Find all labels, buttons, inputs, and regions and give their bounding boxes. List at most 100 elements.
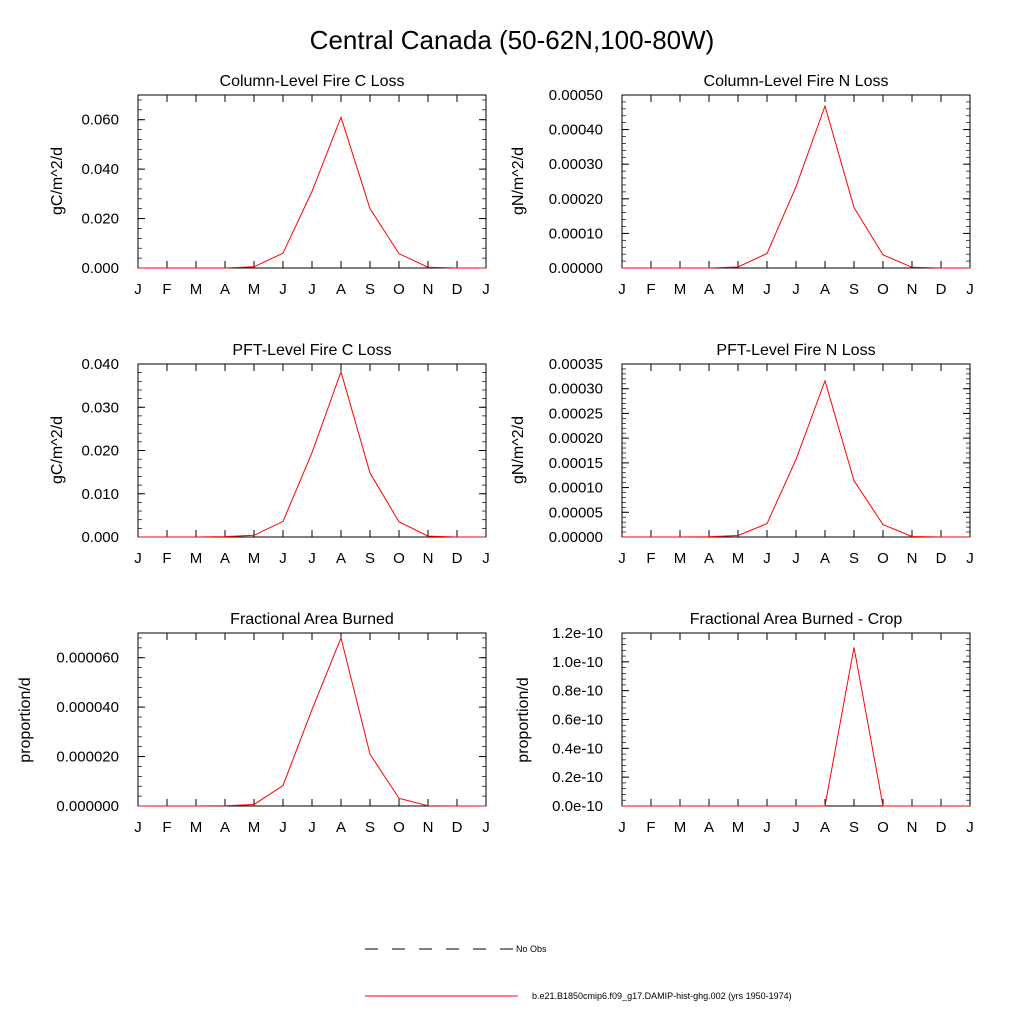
x-tick-label: J (308, 819, 316, 836)
x-tick-label: N (423, 819, 434, 836)
x-tick-label: A (704, 819, 714, 836)
x-tick-label: A (820, 550, 830, 567)
y-tick-label: 0.020 (81, 443, 119, 460)
y-tick-label: 0.040 (81, 161, 119, 178)
legend-label-model: b.e21.B1850cmip6.f09_g17.DAMIP-hist-ghg.… (532, 991, 792, 1001)
x-tick-label: J (134, 819, 142, 836)
y-tick-label: 0.0e-10 (552, 798, 603, 815)
panel-title: Column-Level Fire N Loss (704, 73, 889, 90)
y-tick-label: 0.000 (81, 260, 119, 277)
y-tick-label: 0.00020 (549, 430, 603, 447)
panel-title: Fractional Area Burned - Crop (690, 611, 903, 628)
plot-frame (621, 363, 971, 538)
x-tick-label: F (162, 550, 171, 567)
series-line (622, 647, 970, 807)
y-tick-label: 0.000000 (56, 798, 119, 815)
x-tick-label: O (877, 281, 889, 298)
y-tick-label: 0.00005 (549, 504, 603, 521)
x-tick-label: S (849, 550, 859, 567)
series-line (138, 636, 486, 807)
x-tick-label: A (820, 281, 830, 298)
x-tick-label: A (336, 550, 346, 567)
x-tick-label: D (936, 819, 947, 836)
x-tick-label: A (336, 281, 346, 298)
x-tick-label: J (966, 281, 974, 298)
y-tick-label: 0.00010 (549, 480, 603, 497)
y-tick-label: 1.0e-10 (552, 654, 603, 671)
series-line (138, 115, 486, 269)
y-tick-label: 1.2e-10 (552, 625, 603, 642)
x-tick-label: A (336, 819, 346, 836)
x-tick-label: S (365, 819, 375, 836)
x-tick-label: O (393, 550, 405, 567)
x-tick-label: J (618, 819, 626, 836)
x-tick-label: S (849, 819, 859, 836)
y-tick-label: 0.6e-10 (552, 712, 603, 729)
x-tick-label: O (393, 819, 405, 836)
x-tick-label: J (134, 550, 142, 567)
y-tick-label: 0.00025 (549, 405, 603, 422)
x-tick-label: J (279, 819, 287, 836)
x-tick-label: A (704, 550, 714, 567)
legend: No Obs b.e21.B1850cmip6.f09_g17.DAMIP-hi… (365, 944, 792, 1001)
x-tick-label: J (308, 550, 316, 567)
x-tick-label: M (248, 281, 261, 298)
x-tick-label: O (393, 281, 405, 298)
x-tick-label: S (365, 550, 375, 567)
x-tick-label: J (966, 819, 974, 836)
x-tick-label: M (248, 819, 261, 836)
x-tick-label: A (704, 281, 714, 298)
y-tick-label: 0.000040 (56, 699, 119, 716)
y-tick-label: 0.020 (81, 211, 119, 228)
x-tick-label: F (162, 819, 171, 836)
y-tick-label: 0.00015 (549, 455, 603, 472)
y-tick-label: 0.00000 (549, 260, 603, 277)
y-tick-label: 0.030 (81, 399, 119, 416)
y-tick-label: 0.00040 (549, 122, 603, 139)
panel-title: Column-Level Fire C Loss (220, 73, 405, 90)
x-tick-label: M (674, 281, 687, 298)
x-tick-label: J (618, 550, 626, 567)
x-tick-label: F (646, 281, 655, 298)
y-tick-label: 0.060 (81, 112, 119, 129)
x-tick-label: D (452, 281, 463, 298)
plot-frame (137, 363, 487, 538)
y-tick-label: 0.000 (81, 529, 119, 546)
x-tick-label: F (162, 281, 171, 298)
x-tick-label: D (936, 550, 947, 567)
y-axis-label: gN/m^2/d (510, 147, 527, 215)
y-tick-label: 0.000020 (56, 749, 119, 766)
panel-title: PFT-Level Fire N Loss (716, 342, 875, 359)
x-tick-label: J (482, 281, 490, 298)
x-tick-label: J (618, 281, 626, 298)
panel-title: PFT-Level Fire C Loss (232, 342, 391, 359)
figure-title: Central Canada (50-62N,100-80W) (310, 25, 715, 55)
y-axis-label: gC/m^2/d (49, 416, 66, 484)
x-tick-label: M (732, 819, 745, 836)
x-tick-label: J (308, 281, 316, 298)
x-tick-label: M (732, 281, 745, 298)
legend-label-no-obs: No Obs (516, 944, 547, 954)
y-tick-label: 0.00030 (549, 156, 603, 173)
x-tick-label: N (423, 281, 434, 298)
y-axis-label: gC/m^2/d (49, 147, 66, 215)
y-tick-label: 0.00020 (549, 191, 603, 208)
y-tick-label: 0.00035 (549, 356, 603, 373)
y-tick-label: 0.00010 (549, 225, 603, 242)
x-tick-label: J (763, 281, 771, 298)
y-tick-label: 0.040 (81, 356, 119, 373)
x-tick-label: N (423, 550, 434, 567)
x-tick-label: N (907, 550, 918, 567)
x-tick-label: A (220, 281, 230, 298)
x-tick-label: J (792, 550, 800, 567)
x-tick-label: F (646, 550, 655, 567)
x-tick-label: J (792, 281, 800, 298)
x-tick-label: M (732, 550, 745, 567)
